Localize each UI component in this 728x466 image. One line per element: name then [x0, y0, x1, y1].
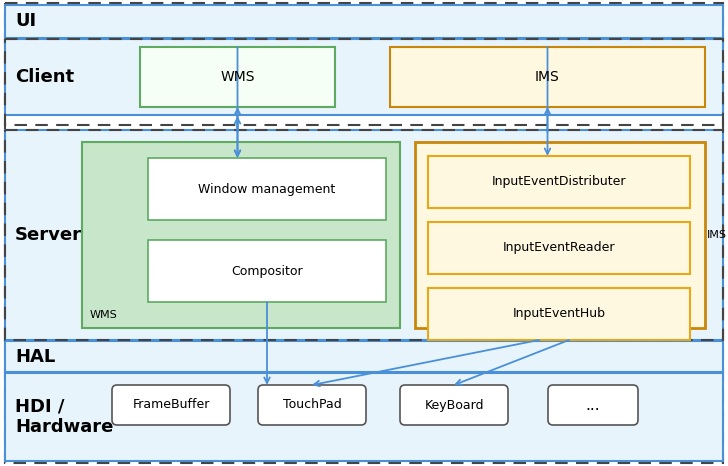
Text: InputEventDistributer: InputEventDistributer — [491, 176, 626, 189]
Text: FrameBuffer: FrameBuffer — [132, 398, 210, 411]
FancyBboxPatch shape — [428, 156, 690, 208]
FancyBboxPatch shape — [112, 385, 230, 425]
FancyBboxPatch shape — [258, 385, 366, 425]
FancyBboxPatch shape — [428, 288, 690, 340]
Text: HDI /
Hardware: HDI / Hardware — [15, 397, 114, 436]
Text: InputEventReader: InputEventReader — [503, 241, 615, 254]
Text: InputEventHub: InputEventHub — [513, 308, 606, 321]
Text: WMS: WMS — [90, 310, 118, 320]
Text: ...: ... — [586, 397, 601, 412]
FancyBboxPatch shape — [390, 47, 705, 107]
Text: WMS: WMS — [221, 70, 255, 84]
Text: IMS: IMS — [535, 70, 560, 84]
FancyBboxPatch shape — [5, 130, 723, 340]
Text: Window management: Window management — [198, 183, 336, 196]
FancyBboxPatch shape — [148, 240, 386, 302]
Text: Server: Server — [15, 226, 82, 244]
FancyBboxPatch shape — [148, 158, 386, 220]
Text: HAL: HAL — [15, 348, 55, 365]
FancyBboxPatch shape — [5, 5, 723, 38]
FancyBboxPatch shape — [82, 142, 400, 328]
Text: TouchPad: TouchPad — [282, 398, 341, 411]
FancyBboxPatch shape — [5, 373, 723, 461]
FancyBboxPatch shape — [428, 222, 690, 274]
FancyBboxPatch shape — [5, 39, 723, 115]
Text: Client: Client — [15, 68, 74, 86]
FancyBboxPatch shape — [415, 142, 705, 328]
Text: UI: UI — [15, 13, 36, 30]
FancyBboxPatch shape — [400, 385, 508, 425]
FancyBboxPatch shape — [5, 341, 723, 372]
Text: Compositor: Compositor — [232, 265, 303, 277]
Text: KeyBoard: KeyBoard — [424, 398, 483, 411]
FancyBboxPatch shape — [548, 385, 638, 425]
FancyBboxPatch shape — [140, 47, 335, 107]
Text: IMS: IMS — [707, 230, 727, 240]
